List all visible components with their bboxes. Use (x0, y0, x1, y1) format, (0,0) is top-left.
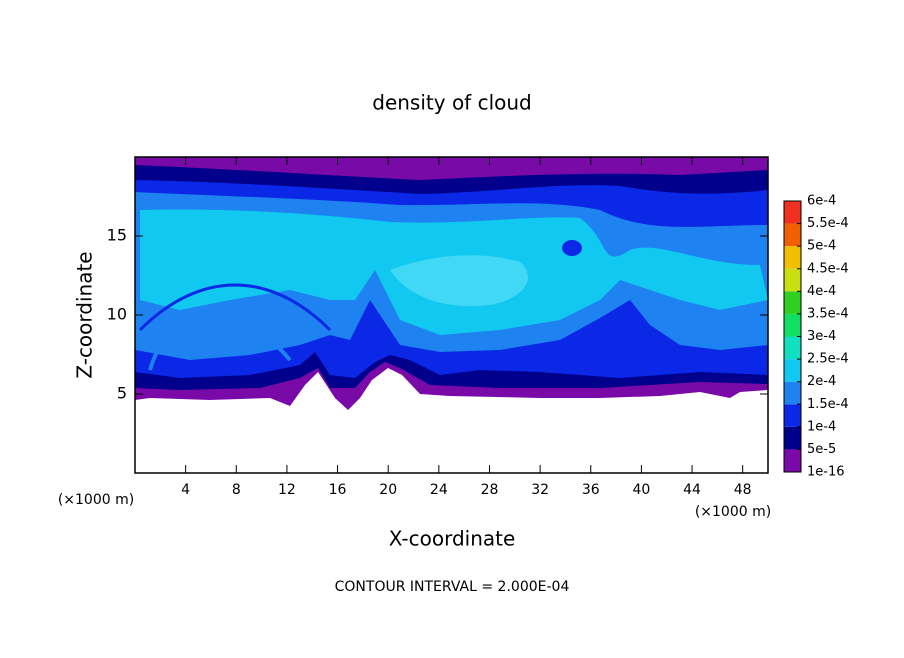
x-tick-label: 40 (632, 482, 650, 498)
y-tick-label: 15 (107, 226, 127, 245)
x-tick-label: 28 (481, 482, 499, 498)
x-tick-label: 20 (379, 482, 397, 498)
colorbar-label: 3.5e-4 (807, 306, 849, 321)
colorbar-label: 4.5e-4 (807, 261, 849, 276)
x-unit: (×1000 m) (695, 504, 771, 520)
y-tick-label: 5 (117, 384, 127, 403)
colorbar-label: 2e-4 (807, 374, 836, 389)
colorbar-label: 1e-4 (807, 419, 836, 434)
colorbar-band (784, 268, 801, 292)
colorbar-label: 6e-4 (807, 194, 836, 209)
colorbar-band (784, 336, 801, 360)
colorbar-band (784, 246, 801, 269)
x-tick-label: 36 (582, 482, 600, 498)
y-unit: (×1000 m) (58, 492, 134, 508)
x-tick-label: 24 (430, 482, 448, 498)
footnote: CONTOUR INTERVAL = 2.000E-04 (335, 579, 570, 595)
y-axis-label: Z-coordinate (73, 251, 97, 378)
colorbar-band (784, 359, 801, 382)
colorbar-label: 5e-4 (807, 239, 836, 254)
colorbar-label: 4e-4 (807, 284, 836, 299)
x-tick-label: 8 (232, 482, 241, 498)
colorbar-band (784, 201, 801, 224)
field-lightcyan (390, 255, 529, 307)
x-tick-label: 32 (531, 482, 549, 498)
colorbar-band (784, 291, 801, 314)
colorbar-label: 1.5e-4 (807, 397, 849, 412)
colorbar-band (784, 381, 801, 405)
colorbar-label: 1e-16 (807, 465, 845, 480)
colorbar-band (784, 313, 801, 337)
x-tick-label: 48 (734, 482, 752, 498)
x-axis-label: X-coordinate (389, 527, 516, 551)
field-arc2 (138, 283, 332, 332)
colorbar-label: 5e-5 (807, 442, 836, 457)
x-tick-label: 16 (329, 482, 347, 498)
y-tick-label: 10 (107, 305, 127, 324)
x-tick-label: 12 (278, 482, 296, 498)
contour-field (135, 157, 768, 410)
x-tick-label: 4 (181, 482, 190, 498)
colorbar-band (784, 404, 801, 427)
colorbar-label: 2.5e-4 (807, 352, 849, 367)
field-arc (148, 314, 292, 371)
field-eddy (562, 240, 582, 256)
colorbar-band (784, 449, 801, 472)
colorbar-label: 3e-4 (807, 329, 836, 344)
chart-title: density of cloud (372, 91, 531, 115)
x-tick-label: 44 (683, 482, 701, 498)
colorbar-band (784, 223, 801, 247)
colorbar-band (784, 426, 801, 450)
colorbar-label: 5.5e-4 (807, 216, 849, 231)
